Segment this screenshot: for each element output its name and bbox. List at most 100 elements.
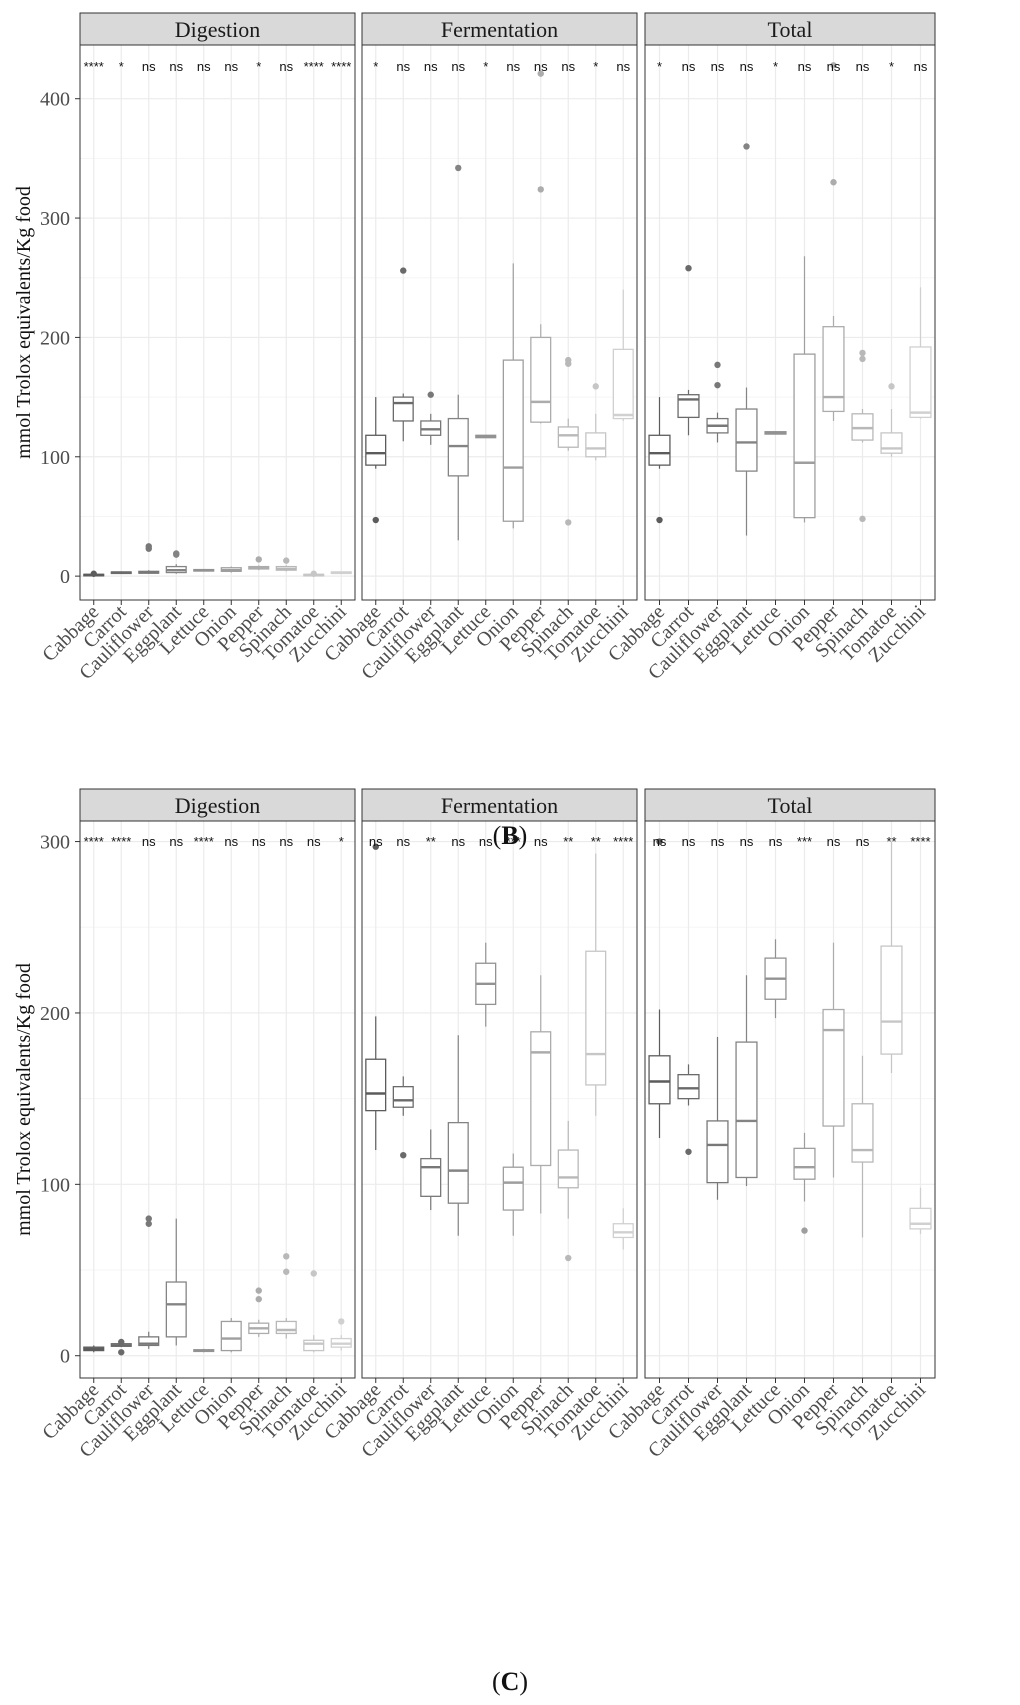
- box-c-2-7: [851, 1055, 874, 1238]
- outlier-point-b-1-1-0: [400, 267, 407, 274]
- box-b-1-9: [612, 289, 634, 421]
- box-b-1-5: [502, 263, 524, 529]
- box-c-2-3: [735, 975, 758, 1187]
- significance-label-c-0-2: ns: [142, 834, 156, 849]
- box-body-c-1-6: [530, 1031, 552, 1167]
- box-body-b-1-9: [612, 348, 634, 420]
- significance-label-b-1-1: ns: [396, 59, 410, 74]
- box-body-c-1-2: [420, 1157, 442, 1197]
- significance-label-b-2-1: ns: [682, 59, 696, 74]
- facet-bg-c-2: [645, 821, 935, 1378]
- significance-label-c-0-6: ns: [252, 834, 266, 849]
- outlier-point-b-1-7-2: [565, 356, 572, 364]
- box-body-c-2-0: [648, 1055, 671, 1105]
- chart-panel-b: mmol Trolox equivalents/Kg food 0 100 200 30…: [13, 12, 936, 684]
- facet-title-c-2: Total: [768, 793, 813, 818]
- panel-label-c-open: (: [491, 1667, 501, 1696]
- box-b-0-7: [275, 557, 297, 572]
- box-body-b-2-0: [648, 434, 671, 466]
- significance-label-b-2-4: *: [773, 59, 778, 74]
- significance-label-b-0-1: *: [119, 59, 124, 74]
- box-c-0-5: [220, 1318, 242, 1353]
- box-c-0-8: [303, 1270, 325, 1353]
- significance-label-c-1-9: ****: [613, 834, 633, 849]
- significance-label-b-1-3: ns: [451, 59, 465, 74]
- significance-label-b-0-4: ns: [197, 59, 211, 74]
- significance-label-c-0-7: ns: [279, 834, 293, 849]
- significance-label-b-1-4: *: [483, 59, 488, 74]
- outlier-point-b-0-8-0: [310, 570, 317, 577]
- outlier-point-b-1-6-0: [537, 186, 544, 193]
- box-body-c-1-0: [365, 1058, 387, 1112]
- y-tick-label-b-0: 0: [60, 566, 70, 588]
- significance-label-c-1-2: **: [426, 834, 436, 849]
- facet-title-c-0: Digestion: [175, 793, 261, 818]
- facet-b-0: **** * ns ns ns ns * ns **** ****DigestionCabbage…: [38, 12, 356, 684]
- significance-label-b-2-6: ns: [827, 59, 841, 74]
- facet-b-1: * ns ns ns * ns ns ns * nsFermentationCabbageCarr…: [320, 12, 638, 684]
- significance-label-c-2-0: ns: [653, 834, 667, 849]
- box-b-2-0: [648, 397, 671, 524]
- box-c-1-9: [612, 1208, 634, 1250]
- significance-label-c-0-9: *: [339, 834, 344, 849]
- box-body-b-1-5: [502, 359, 524, 522]
- panel-label-c-close: ): [519, 1667, 529, 1696]
- outlier-point-b-1-0-0: [372, 516, 379, 524]
- outlier-point-b-2-7-0: [859, 515, 866, 523]
- box-c-1-8: [585, 853, 607, 1116]
- significance-label-c-0-3: ns: [169, 834, 183, 849]
- significance-label-c-1-7: **: [563, 834, 573, 849]
- box-c-1-2: [420, 1129, 442, 1211]
- box-b-2-6: [822, 62, 845, 421]
- box-c-0-2: [138, 1215, 160, 1349]
- box-body-c-1-5: [502, 1166, 524, 1211]
- facet-strip-c-1: [361, 788, 638, 822]
- significance-label-c-2-5: ***: [797, 834, 812, 849]
- box-b-2-8: [880, 383, 903, 457]
- box-body-c-2-1: [677, 1073, 700, 1100]
- box-b-1-4: [475, 434, 497, 439]
- significance-label-c-1-5: ***: [506, 834, 521, 849]
- box-b-2-2: [706, 361, 729, 443]
- panel-label-c: (C): [0, 1667, 1020, 1697]
- panel-label-b-open: (: [492, 821, 502, 850]
- outlier-point-b-1-6-1: [537, 70, 544, 77]
- box-body-c-2-9: [909, 1207, 932, 1230]
- box-b-1-8: [585, 383, 607, 461]
- outlier-point-b-1-7-0: [565, 519, 572, 526]
- box-c-2-6: [822, 942, 845, 1178]
- box-c-2-0: [648, 838, 671, 1139]
- box-body-b-1-7: [557, 426, 579, 448]
- box-body-b-2-9: [909, 346, 932, 419]
- significance-label-c-2-1: ns: [682, 834, 696, 849]
- facet-bg-b-1: [362, 45, 637, 600]
- y-tick-label-b-2: 200: [40, 327, 70, 349]
- facet-strip-b-1: [361, 12, 638, 46]
- outlier-point-c-0-2-0: [145, 1220, 152, 1227]
- significance-label-b-1-7: ns: [561, 59, 575, 74]
- outlier-point-c-2-0-0: [656, 838, 663, 845]
- significance-label-b-2-5: ns: [798, 59, 812, 74]
- box-b-0-3: [165, 550, 187, 574]
- facet-strip-b-0: [79, 12, 356, 46]
- facet-title-c-1: Fermentation: [441, 793, 558, 818]
- box-body-c-0-7: [275, 1320, 297, 1335]
- significance-label-b-1-8: *: [593, 59, 598, 74]
- outlier-point-c-0-6-0: [255, 1295, 262, 1303]
- box-b-1-6: [530, 70, 552, 424]
- facet-c-0: **** **** ns ns **** ns ns ns ns *DigestionCabbag…: [38, 788, 356, 1462]
- outlier-point-c-0-2-1: [145, 1215, 152, 1222]
- facet-strip-c-2: [644, 788, 936, 822]
- panel-label-c-letter: C: [500, 1667, 520, 1696]
- box-body-c-2-8: [880, 945, 903, 1055]
- outlier-point-b-1-8-0: [592, 383, 599, 390]
- box-b-0-9: [330, 571, 352, 575]
- significance-label-b-2-9: ns: [914, 59, 928, 74]
- significance-label-b-1-0: *: [373, 59, 378, 74]
- significance-label-c-1-0: ns: [369, 834, 383, 849]
- significance-label-c-0-8: ns: [307, 834, 321, 849]
- box-b-1-3: [447, 164, 469, 541]
- facet-b-2: * ns ns ns * ns ns ns * nsTotalCabbageCarrotCauli…: [604, 12, 936, 684]
- box-b-0-5: [220, 566, 242, 573]
- facet-title-b-2: Total: [768, 17, 813, 42]
